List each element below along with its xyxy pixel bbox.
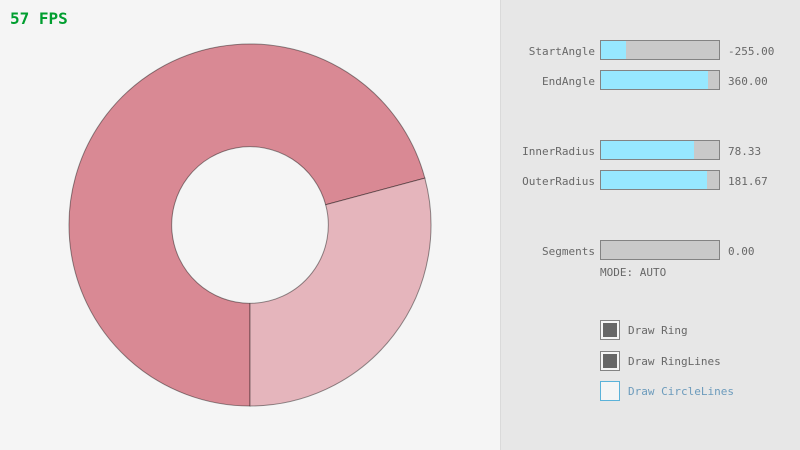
draw-ring-label: Draw Ring xyxy=(628,323,688,337)
startangle-label: StartAngle xyxy=(528,45,595,58)
innerradius-slider-fill xyxy=(601,141,694,159)
segments-mode-label: MODE: AUTO xyxy=(600,266,667,279)
endangle-value: 360.00 xyxy=(728,75,768,88)
checkbox-row-draw-ringlines: Draw RingLines xyxy=(600,351,721,371)
checkmark-icon xyxy=(603,323,617,337)
slider-row-startangle: StartAngle -255.00 xyxy=(500,40,800,60)
draw-circlelines-label: Draw CircleLines xyxy=(628,384,734,398)
panel-divider xyxy=(500,0,501,450)
draw-ring-checkbox[interactable] xyxy=(600,320,620,340)
slider-row-endangle: EndAngle 360.00 xyxy=(500,70,800,90)
outerradius-slider[interactable] xyxy=(600,170,720,190)
outerradius-slider-fill xyxy=(601,171,707,189)
checkbox-row-draw-ring: Draw Ring xyxy=(600,320,688,340)
fps-counter: 57 FPS xyxy=(10,9,68,28)
ring-chart xyxy=(68,43,432,407)
startangle-slider-fill xyxy=(601,41,626,59)
outerradius-value: 181.67 xyxy=(728,175,768,188)
checkmark-icon xyxy=(603,354,617,368)
innerradius-value: 78.33 xyxy=(728,145,762,158)
draw-circlelines-checkbox[interactable] xyxy=(600,381,620,401)
draw-ringlines-label: Draw RingLines xyxy=(628,354,721,368)
outerradius-label: OuterRadius xyxy=(522,175,595,188)
ring-segment-dark xyxy=(68,43,426,407)
endangle-label: EndAngle xyxy=(542,75,595,88)
segments-label: Segments xyxy=(542,245,595,258)
segments-value: 0.00 xyxy=(728,245,755,258)
slider-row-segments: Segments 0.00 xyxy=(500,240,800,260)
slider-row-outerradius: OuterRadius 181.67 xyxy=(500,170,800,190)
checkbox-row-draw-circlelines: Draw CircleLines xyxy=(600,381,734,401)
segments-slider[interactable] xyxy=(600,240,720,260)
slider-row-innerradius: InnerRadius 78.33 xyxy=(500,140,800,160)
innerradius-label: InnerRadius xyxy=(522,145,595,158)
innerradius-slider[interactable] xyxy=(600,140,720,160)
draw-ringlines-checkbox[interactable] xyxy=(600,351,620,371)
endangle-slider-fill xyxy=(601,71,708,89)
ring-segment-light xyxy=(249,177,432,407)
endangle-slider[interactable] xyxy=(600,70,720,90)
startangle-slider[interactable] xyxy=(600,40,720,60)
startangle-value: -255.00 xyxy=(728,45,775,58)
